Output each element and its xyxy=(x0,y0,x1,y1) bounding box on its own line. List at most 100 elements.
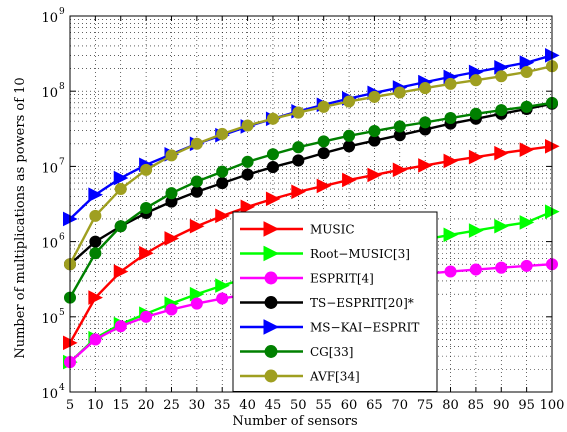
data-point xyxy=(317,147,330,160)
data-point xyxy=(240,199,256,215)
x-tick-label: 70 xyxy=(392,398,409,413)
data-point xyxy=(494,218,509,234)
x-tick-label: 75 xyxy=(417,398,434,413)
data-point xyxy=(343,140,356,153)
data-point xyxy=(519,215,535,230)
data-point xyxy=(216,177,229,190)
data-point xyxy=(114,183,127,196)
data-point xyxy=(291,184,306,200)
data-point xyxy=(469,74,482,87)
data-point xyxy=(140,201,153,214)
legend-entry: MUSIC xyxy=(240,221,355,237)
data-point xyxy=(265,191,281,207)
data-point xyxy=(495,261,508,274)
x-tick-label: 45 xyxy=(265,398,282,413)
data-point xyxy=(292,106,305,119)
x-tick-label: 35 xyxy=(214,398,231,413)
y-tick-exponent: 8 xyxy=(59,82,65,92)
y-tick-label: 10 xyxy=(41,161,58,176)
data-point xyxy=(216,165,229,178)
data-point xyxy=(494,145,509,161)
data-point xyxy=(495,70,508,83)
data-point xyxy=(266,148,279,161)
series-6 xyxy=(63,96,559,304)
x-tick-label: 15 xyxy=(112,398,129,413)
data-point xyxy=(113,264,129,279)
y-tick-exponent: 4 xyxy=(59,383,65,393)
data-point xyxy=(343,95,356,108)
x-tick-label: 90 xyxy=(493,398,510,413)
data-point xyxy=(419,116,432,129)
data-point xyxy=(190,175,203,188)
x-tick-label: 10 xyxy=(87,398,104,413)
legend-entry: CG[33] xyxy=(240,345,353,359)
legend-box xyxy=(232,211,438,392)
legend-marker xyxy=(264,296,278,309)
x-tick-label: 65 xyxy=(366,398,383,413)
legend-entry: AVF[34] xyxy=(240,370,360,384)
data-point xyxy=(367,167,383,183)
x-tick-label: 80 xyxy=(442,398,459,413)
legend-label: TS−ESPRIT[20]* xyxy=(310,296,414,310)
data-point xyxy=(393,86,406,99)
data-point xyxy=(444,77,457,90)
x-tick-label: 55 xyxy=(315,398,332,413)
data-point xyxy=(165,187,178,200)
data-point xyxy=(190,297,203,310)
legend-marker xyxy=(263,319,280,335)
data-point xyxy=(241,155,254,168)
data-point xyxy=(140,163,153,176)
data-point xyxy=(443,227,459,243)
data-point xyxy=(368,90,381,103)
series-1 xyxy=(63,138,560,351)
data-point xyxy=(216,292,229,305)
data-point xyxy=(189,218,205,234)
data-point xyxy=(317,100,330,113)
x-tick-label: 25 xyxy=(163,398,180,413)
data-point xyxy=(88,290,103,305)
data-point xyxy=(443,153,459,169)
data-point xyxy=(89,333,102,346)
data-point xyxy=(393,120,406,133)
data-point xyxy=(216,127,229,140)
data-point xyxy=(266,112,279,125)
series-7 xyxy=(63,60,559,271)
y-tick-label: 10 xyxy=(41,387,58,402)
data-point xyxy=(468,149,484,165)
y-tick-label: 10 xyxy=(41,312,58,327)
legend-entry: ESPRIT[4] xyxy=(240,272,374,286)
data-point xyxy=(469,263,482,276)
y-tick-label: 10 xyxy=(41,86,58,101)
data-point xyxy=(215,208,230,224)
data-point xyxy=(189,286,205,302)
data-point xyxy=(165,303,178,316)
y-tick-exponent: 5 xyxy=(59,308,65,318)
x-tick-label: 100 xyxy=(540,398,565,413)
x-tick-label: 85 xyxy=(468,398,485,413)
data-point xyxy=(89,247,102,260)
data-point xyxy=(368,125,381,138)
x-tick-label: 30 xyxy=(189,398,206,413)
data-point xyxy=(292,141,305,154)
data-point xyxy=(266,161,279,174)
legend-label: Root−MUSIC[3] xyxy=(310,247,410,261)
data-point xyxy=(468,223,484,238)
data-point xyxy=(316,178,332,194)
data-point xyxy=(241,168,254,181)
legend-entry: TS−ESPRIT[20]* xyxy=(240,296,414,310)
y-tick-exponent: 6 xyxy=(59,233,65,243)
legend-marker xyxy=(263,221,280,237)
data-point xyxy=(88,187,103,203)
x-tick-label: 50 xyxy=(290,398,307,413)
x-tick-label: 5 xyxy=(66,398,74,413)
data-point xyxy=(114,320,127,333)
y-axis-label: Number of multiplications as powers of 1… xyxy=(13,77,28,358)
data-point xyxy=(444,265,457,278)
data-point xyxy=(165,149,178,162)
legend-label: CG[33] xyxy=(310,345,353,359)
y-tick-exponent: 7 xyxy=(59,157,65,167)
x-tick-label: 95 xyxy=(518,398,535,413)
legend: MUSIC Root−MUSIC[3] ESPRIT[4] TS−ESPRIT[20]… xyxy=(232,211,438,392)
data-point xyxy=(241,119,254,132)
data-point xyxy=(89,235,102,248)
